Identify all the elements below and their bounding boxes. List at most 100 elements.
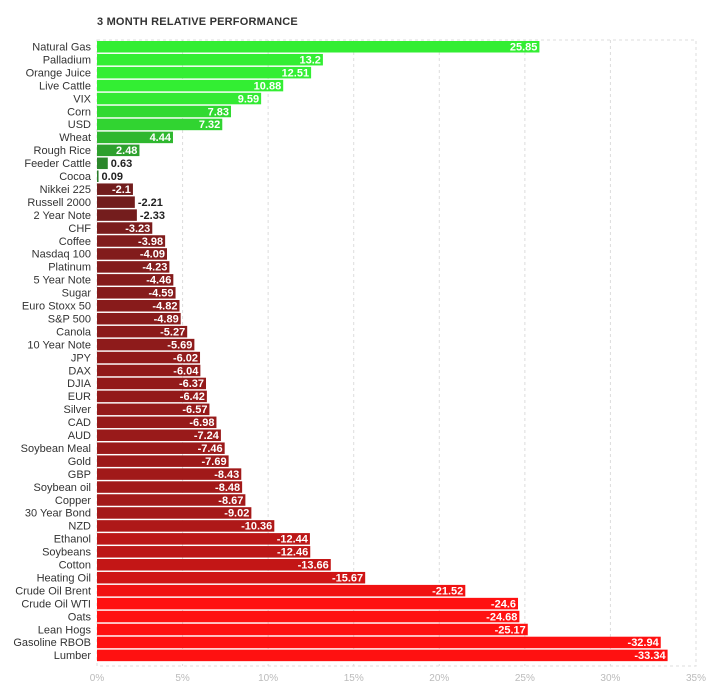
bar bbox=[97, 507, 252, 519]
category-label: USD bbox=[68, 119, 91, 131]
data-label: -8.48 bbox=[215, 482, 240, 494]
bar bbox=[97, 494, 246, 506]
bar bbox=[97, 468, 242, 480]
category-label: Gasoline RBOB bbox=[13, 637, 91, 649]
bar bbox=[97, 338, 195, 351]
category-label: Russell 2000 bbox=[27, 197, 91, 209]
bar bbox=[97, 429, 221, 441]
bar bbox=[97, 533, 310, 545]
bar bbox=[97, 442, 225, 454]
data-label: -2.33 bbox=[140, 210, 165, 222]
category-label: Oats bbox=[68, 611, 92, 623]
category-label: 10 Year Note bbox=[27, 339, 91, 351]
bar bbox=[97, 559, 331, 571]
data-label: -4.89 bbox=[154, 313, 179, 325]
bar bbox=[97, 261, 170, 273]
bar bbox=[97, 390, 207, 403]
data-label: -2.1 bbox=[112, 184, 131, 196]
category-label: JPY bbox=[71, 352, 92, 364]
data-label: -21.52 bbox=[432, 585, 463, 597]
data-label: -6.04 bbox=[173, 365, 199, 377]
category-label: Coffee bbox=[59, 236, 91, 248]
category-label: Rough Rice bbox=[34, 145, 91, 157]
bar bbox=[97, 546, 311, 558]
category-label: 30 Year Bond bbox=[25, 508, 91, 520]
bar bbox=[97, 649, 668, 662]
category-label: Corn bbox=[67, 106, 91, 118]
category-label: Crude Oil WTI bbox=[21, 598, 91, 610]
bar bbox=[97, 325, 188, 338]
data-label: -7.24 bbox=[194, 430, 220, 442]
data-label: -6.02 bbox=[173, 352, 198, 364]
bar bbox=[97, 403, 210, 416]
data-label: -4.23 bbox=[142, 262, 167, 274]
category-label: Crude Oil Brent bbox=[15, 585, 91, 597]
data-label: -33.34 bbox=[634, 650, 666, 662]
data-label: -24.68 bbox=[486, 611, 517, 623]
labels: Natural Gas 25.85 Palladium 13.2 Orange Juic… bbox=[13, 42, 666, 663]
x-axis: 0% 5% 10% 15% 20% 25% 30% 35% bbox=[90, 673, 706, 684]
x-tick-label: 0% bbox=[90, 673, 105, 684]
bar bbox=[97, 377, 207, 390]
x-tick-label: 30% bbox=[600, 673, 620, 684]
bar bbox=[97, 131, 173, 144]
category-label: VIX bbox=[73, 93, 91, 105]
data-label: 7.32 bbox=[199, 119, 220, 131]
category-label: Cocoa bbox=[59, 171, 92, 183]
category-label: Soybeans bbox=[42, 547, 91, 559]
data-label: -6.37 bbox=[179, 378, 204, 390]
data-label: -13.66 bbox=[298, 560, 329, 572]
category-label: Heating Oil bbox=[37, 572, 91, 584]
category-label: Soybean oil bbox=[34, 482, 92, 494]
data-label: -5.27 bbox=[160, 326, 185, 338]
category-label: Cotton bbox=[59, 560, 91, 572]
data-label: -4.46 bbox=[146, 275, 171, 287]
bar bbox=[97, 157, 108, 170]
bar bbox=[97, 610, 520, 623]
data-label: -12.46 bbox=[277, 547, 308, 559]
category-label: EUR bbox=[68, 391, 91, 403]
category-label: Wheat bbox=[59, 132, 91, 144]
bar bbox=[97, 235, 166, 247]
chart-title: 3 MONTH RELATIVE PERFORMANCE bbox=[97, 16, 298, 28]
bar bbox=[97, 222, 153, 234]
data-label: -32.94 bbox=[628, 637, 660, 649]
bar bbox=[97, 364, 201, 377]
bar bbox=[97, 300, 180, 312]
data-label: -5.69 bbox=[167, 339, 192, 351]
bar bbox=[97, 118, 223, 131]
category-label: Canola bbox=[56, 326, 92, 338]
x-tick-label: 25% bbox=[515, 673, 535, 684]
bar bbox=[97, 248, 167, 260]
data-label: -24.6 bbox=[491, 598, 516, 610]
category-label: Platinum bbox=[48, 262, 91, 274]
x-tick-label: 5% bbox=[175, 673, 190, 684]
data-label: 0.09 bbox=[102, 171, 123, 183]
category-label: S&P 500 bbox=[48, 313, 91, 325]
x-tick-label: 15% bbox=[344, 673, 364, 684]
category-label: Palladium bbox=[43, 54, 91, 66]
data-label: -9.02 bbox=[224, 508, 249, 520]
bar bbox=[97, 79, 284, 92]
bar bbox=[97, 351, 201, 364]
x-tick-label: 20% bbox=[429, 673, 449, 684]
bar bbox=[97, 571, 366, 584]
bar bbox=[97, 105, 232, 118]
data-label: -8.43 bbox=[214, 469, 239, 481]
bar bbox=[97, 287, 176, 299]
data-label: 10.88 bbox=[254, 80, 282, 92]
category-label: Silver bbox=[63, 404, 91, 416]
bar bbox=[97, 170, 99, 182]
category-label: Lumber bbox=[54, 650, 92, 662]
x-tick-label: 35% bbox=[686, 673, 706, 684]
category-label: Sugar bbox=[62, 288, 92, 300]
bar bbox=[97, 41, 540, 53]
data-label: 2.48 bbox=[116, 145, 137, 157]
data-label: 25.85 bbox=[510, 42, 538, 54]
bar bbox=[97, 520, 275, 532]
data-label: -15.67 bbox=[332, 572, 363, 584]
bar bbox=[97, 196, 135, 208]
data-label: -8.67 bbox=[218, 495, 243, 507]
data-label: 7.83 bbox=[208, 106, 229, 118]
category-label: CHF bbox=[68, 223, 91, 235]
